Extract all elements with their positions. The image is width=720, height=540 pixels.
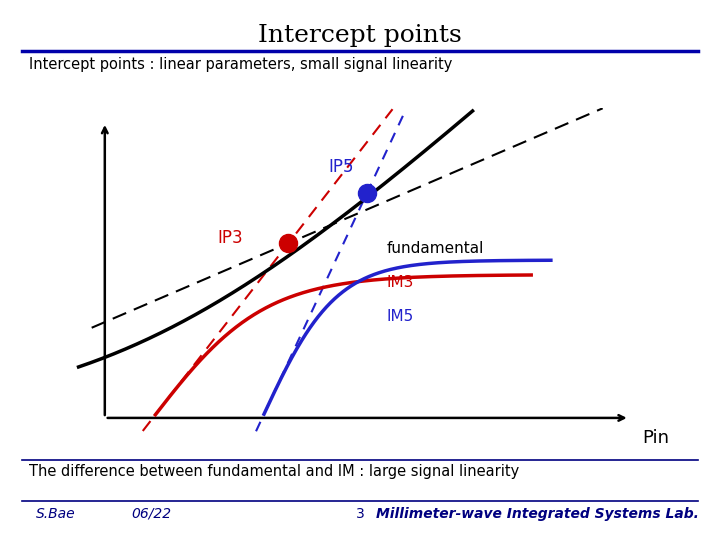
Text: Intercept points: Intercept points <box>258 24 462 48</box>
Text: Pin: Pin <box>643 429 670 447</box>
Text: Intercept points : linear parameters, small signal linearity: Intercept points : linear parameters, sm… <box>29 57 452 72</box>
Text: IP3: IP3 <box>217 228 243 247</box>
Text: 3: 3 <box>356 507 364 521</box>
Text: IP5: IP5 <box>328 158 354 176</box>
Text: IM3: IM3 <box>387 275 414 290</box>
Text: Millimeter-wave Integrated Systems Lab.: Millimeter-wave Integrated Systems Lab. <box>376 507 698 521</box>
Text: fundamental: fundamental <box>387 241 485 256</box>
Text: The difference between fundamental and IM : large signal linearity: The difference between fundamental and I… <box>29 464 519 480</box>
Text: S.Bae: S.Bae <box>36 507 76 521</box>
Text: IM5: IM5 <box>387 309 414 324</box>
Text: 06/22: 06/22 <box>131 507 171 521</box>
